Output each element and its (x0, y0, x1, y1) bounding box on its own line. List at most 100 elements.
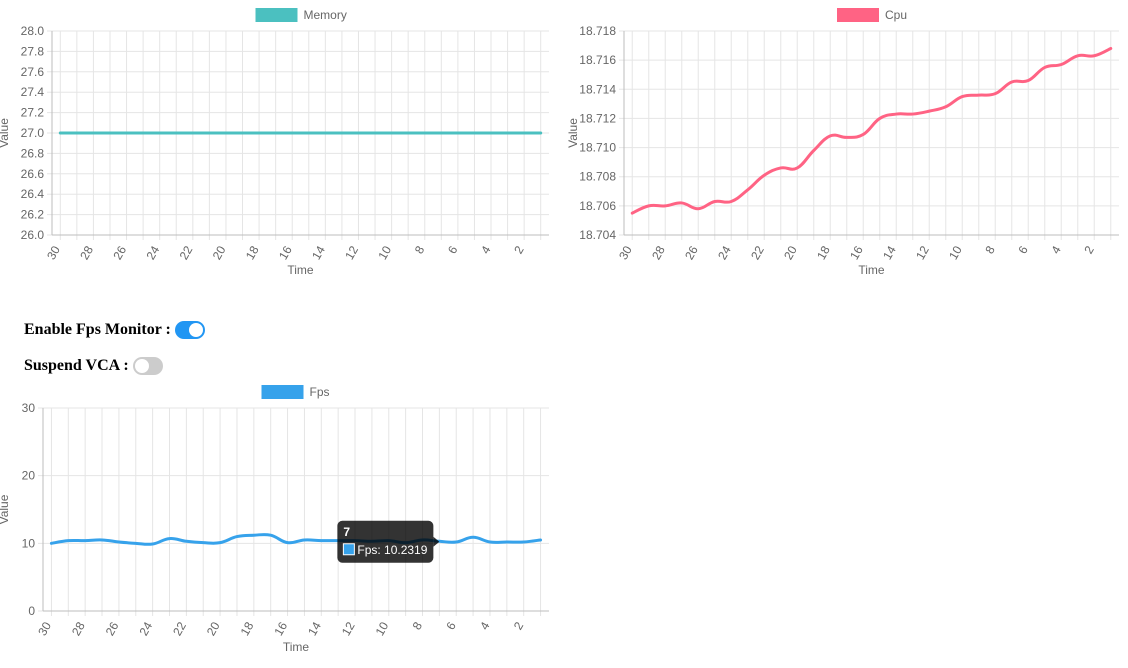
fps-monitor-row: Enable Fps Monitor : (24, 321, 205, 339)
y-tick-label: 26.2 (21, 208, 45, 222)
x-tick-label: 18 (238, 619, 257, 638)
x-tick-label: 10 (946, 243, 965, 262)
x-tick-label: 14 (309, 243, 328, 262)
legend-swatch (261, 385, 304, 399)
y-tick-label: 26.8 (21, 146, 45, 160)
y-tick-label: 26.6 (21, 167, 45, 181)
y-axis-title: Value (0, 118, 11, 148)
y-tick-label: 18.714 (579, 82, 616, 96)
y-tick-label: 0 (28, 604, 35, 618)
y-axis-title: Value (566, 118, 580, 148)
y-tick-label: 18.708 (579, 170, 616, 184)
y-tick-label: 27.8 (21, 44, 45, 58)
x-tick-label: 4 (478, 243, 494, 256)
x-tick-label: 16 (271, 619, 290, 638)
y-tick-label: 27.0 (21, 126, 45, 140)
x-tick-label: 10 (375, 243, 394, 262)
x-tick-label: 12 (339, 619, 358, 638)
y-tick-label: 27.6 (21, 65, 45, 79)
x-axis-title: Time (283, 640, 310, 654)
y-tick-label: 18.716 (579, 53, 616, 67)
y-tick-label: 30 (22, 401, 36, 415)
x-tick-label: 20 (781, 243, 800, 262)
x-tick-label: 30 (44, 243, 63, 262)
legend-swatch (255, 8, 298, 22)
x-tick-label: 28 (649, 243, 668, 262)
x-tick-label: 20 (210, 243, 229, 262)
series-line-cpu (630, 46, 1113, 215)
toggle-knob (188, 323, 203, 337)
x-tick-label: 22 (177, 243, 196, 262)
toggle-knob (134, 359, 149, 373)
y-tick-label: 18.712 (579, 111, 616, 125)
x-tick-label: 24 (136, 619, 155, 638)
suspend-vca-toggle[interactable] (132, 357, 163, 375)
x-tick-label: 26 (682, 243, 701, 262)
x-tick-label: 8 (412, 243, 428, 256)
y-tick-label: 10 (22, 536, 36, 550)
suspend-vca-row: Suspend VCA : (24, 357, 163, 375)
x-tick-label: 2 (511, 619, 527, 632)
legend-label: Memory (304, 8, 347, 22)
chart-cpu: 18.718 18.716 18.714 18.712 18.710 18.708 18.7… (566, 8, 1119, 277)
tooltip-box (337, 520, 434, 563)
tooltip-swatch (342, 543, 355, 556)
y-axis-title: Value (0, 494, 11, 524)
y-tick-label: 27.4 (21, 85, 45, 99)
legend-label: Fps (310, 385, 330, 399)
y-tick-label: 18.706 (579, 199, 616, 213)
x-axis-title: Time (858, 263, 885, 277)
legend-label: Cpu (885, 8, 907, 22)
fps-monitor-toggle[interactable] (174, 321, 205, 339)
x-tick-label: 24 (143, 243, 162, 262)
y-tick-label: 18.710 (579, 141, 616, 155)
x-tick-label: 12 (342, 243, 361, 262)
y-tick-label: 18.718 (579, 24, 616, 38)
fps-monitor-label: Enable Fps Monitor : (24, 321, 171, 338)
suspend-vca-label: Suspend VCA : (24, 357, 129, 374)
x-tick-label: 28 (69, 619, 88, 638)
x-tick-label: 6 (445, 243, 461, 256)
x-tick-label: 6 (1015, 243, 1031, 256)
x-tick-label: 26 (110, 243, 129, 262)
series-line-fps (49, 532, 543, 546)
y-tick-label: 20 (22, 469, 36, 483)
x-tick-label: 14 (305, 619, 324, 638)
chart-memory: 28.0 27.8 27.6 27.4 27.2 27.0 26.8 26.6 26.4 26.2… (0, 8, 549, 277)
x-tick-label: 22 (748, 243, 767, 262)
y-tick-label: 26.0 (21, 228, 45, 242)
x-tick-label: 2 (511, 243, 527, 256)
x-tick-label: 14 (880, 243, 899, 262)
x-tick-label: 12 (913, 243, 932, 262)
tooltip-body: Fps: 10.2319 (357, 543, 427, 557)
y-tick-label: 27.2 (21, 106, 45, 120)
x-tick-label: 8 (410, 619, 426, 632)
tooltip-title: 7 (343, 525, 350, 539)
x-tick-label: 30 (616, 243, 635, 262)
x-tick-label: 26 (103, 619, 122, 638)
x-tick-label: 10 (373, 619, 392, 638)
legend-swatch (837, 8, 879, 22)
x-tick-label: 16 (276, 243, 295, 262)
x-tick-label: 28 (77, 243, 96, 262)
x-tick-label: 18 (814, 243, 833, 262)
x-tick-label: 8 (982, 243, 998, 256)
x-tick-label: 16 (847, 243, 866, 262)
x-tick-label: 4 (477, 619, 493, 632)
x-axis-title: Time (287, 263, 314, 277)
x-tick-label: 30 (35, 619, 54, 638)
tooltip-caret (433, 536, 440, 547)
x-tick-label: 6 (443, 619, 459, 632)
x-tick-label: 18 (243, 243, 262, 262)
y-tick-label: 18.704 (579, 228, 616, 242)
y-tick-label: 26.4 (21, 187, 45, 201)
x-tick-label: 22 (170, 619, 189, 638)
x-tick-label: 4 (1048, 243, 1064, 256)
y-tick-label: 28.0 (21, 24, 45, 38)
x-tick-label: 20 (204, 619, 223, 638)
x-tick-label: 24 (715, 243, 734, 262)
x-tick-label: 2 (1081, 243, 1097, 256)
chart-tooltip: 7 Fps: 10.2319 (337, 520, 440, 563)
